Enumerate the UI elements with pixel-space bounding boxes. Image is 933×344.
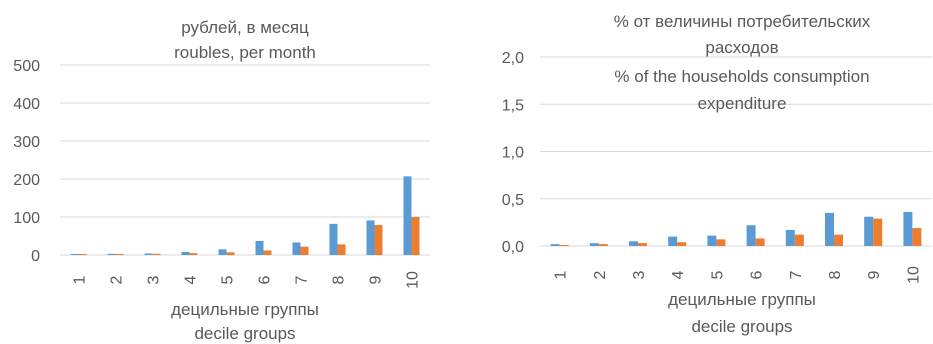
chart2-xtick-label: 7 bbox=[788, 270, 805, 279]
chart2-ytick-label: 0,0 bbox=[502, 239, 524, 256]
chart2-bar-series1 bbox=[903, 211, 913, 246]
chart1-ytick-label: 0 bbox=[31, 248, 40, 265]
chart1-ytick-label: 200 bbox=[13, 172, 40, 189]
chart1-bar-series1 bbox=[107, 253, 116, 255]
chart1-ytick-label: 100 bbox=[13, 210, 40, 227]
chart1-bar-series2 bbox=[263, 250, 272, 255]
chart2-bar-series1 bbox=[589, 243, 599, 246]
chart1-bar-series1 bbox=[329, 223, 338, 255]
chart1-xlabel-line: децильные группы bbox=[171, 300, 319, 319]
chart1-xlabel-line: decile groups bbox=[194, 324, 295, 343]
chart2-bar-series1 bbox=[707, 235, 717, 246]
chart2-ytick-label: 0,5 bbox=[502, 192, 524, 209]
chart1-title-line: рублей, в месяц bbox=[181, 18, 309, 37]
chart1-bar-series1 bbox=[144, 253, 153, 255]
chart1-xtick-label: 9 bbox=[368, 275, 385, 284]
chart2-ytick-label: 1,5 bbox=[502, 97, 524, 114]
chart2-bar-series1 bbox=[746, 225, 756, 246]
chart1-bar-series2 bbox=[152, 253, 161, 255]
chart1-ytick-label: 400 bbox=[13, 96, 40, 113]
chart1-xtick-label: 6 bbox=[257, 275, 274, 284]
chart2-xtick-label: 5 bbox=[709, 270, 726, 279]
chart2-xlabel-line: децильные группы bbox=[668, 290, 816, 309]
chart2-bar-series2 bbox=[912, 228, 922, 246]
chart1-title-line: roubles, per month bbox=[174, 43, 316, 62]
chart1-bar-series2 bbox=[337, 244, 346, 255]
chart2-title-line: расходов bbox=[705, 38, 778, 57]
chart2-bar-series2 bbox=[794, 234, 804, 246]
chart2-bar-series1 bbox=[629, 241, 638, 246]
chart2-bar-series2 bbox=[755, 238, 765, 246]
chart1-bar-series2 bbox=[78, 254, 87, 255]
chart1-bar-series1 bbox=[70, 254, 79, 255]
chart1-bar-series1 bbox=[255, 240, 264, 255]
chart1-bar-series1 bbox=[292, 242, 301, 255]
chart2-bar-series1 bbox=[785, 229, 795, 246]
chart1-bar-series1 bbox=[181, 251, 190, 255]
chart2-title-line: % от величины потребительских bbox=[614, 12, 871, 31]
chart2-title-line: % of the households consumption bbox=[614, 67, 869, 86]
chart1-xtick-label: 5 bbox=[220, 275, 237, 284]
chart2-xtick-label: 1 bbox=[553, 270, 570, 279]
chart1-xtick-label: 4 bbox=[183, 275, 200, 284]
chart1-xtick-label: 2 bbox=[109, 275, 126, 284]
chart1-xtick-label: 3 bbox=[146, 275, 163, 284]
chart2-xtick-label: 2 bbox=[592, 270, 609, 279]
chart2-xtick-label: 10 bbox=[905, 266, 922, 284]
chart1-bar-series2 bbox=[411, 217, 420, 255]
chart1-bar-series2 bbox=[300, 246, 309, 255]
chart2-bar-series1 bbox=[550, 244, 560, 246]
chart2-xlabel-line: decile groups bbox=[691, 317, 792, 336]
chart1-xtick-label: 1 bbox=[72, 275, 89, 284]
chart1-ytick-label: 500 bbox=[13, 58, 40, 75]
chart2-bar-series1 bbox=[864, 216, 874, 246]
chart2-xtick-label: 6 bbox=[749, 270, 766, 279]
chart2-xtick-label: 8 bbox=[827, 270, 844, 279]
chart2-title-line: expenditure bbox=[698, 94, 787, 113]
chart1-bar-series2 bbox=[374, 224, 383, 255]
chart2-xtick-label: 3 bbox=[631, 270, 648, 279]
chart2-bar-series2 bbox=[677, 242, 687, 246]
chart1-bar-series1 bbox=[218, 249, 227, 255]
chart2-bar-series2 bbox=[638, 243, 647, 246]
chart2-xtick-label: 9 bbox=[866, 270, 883, 279]
chart1-bar-series1 bbox=[403, 176, 412, 255]
chart1-bar-series1 bbox=[366, 220, 375, 255]
chart2-bar-series2 bbox=[716, 239, 726, 246]
chart2-xtick-label: 4 bbox=[670, 270, 687, 279]
chart2-bar-series1 bbox=[825, 212, 834, 246]
chart1-ytick-label: 300 bbox=[13, 134, 40, 151]
chart1-bar-series2 bbox=[115, 254, 124, 255]
chart1-bar-series2 bbox=[189, 253, 198, 255]
chart2-bar-series1 bbox=[668, 236, 678, 246]
chart2-bar-series2 bbox=[559, 245, 569, 246]
chart1-xtick-label: 8 bbox=[331, 275, 348, 284]
chart1-bar-series2 bbox=[226, 252, 235, 255]
chart2-bar-series2 bbox=[873, 218, 883, 246]
chart2-bar-series2 bbox=[834, 234, 843, 246]
chart1-xtick-label: 7 bbox=[294, 275, 311, 284]
chart1-xtick-label: 10 bbox=[405, 271, 422, 289]
chart2-ytick-label: 2,0 bbox=[502, 50, 524, 67]
chart2-ytick-label: 1,0 bbox=[502, 145, 524, 162]
chart2-bar-series2 bbox=[598, 244, 608, 246]
